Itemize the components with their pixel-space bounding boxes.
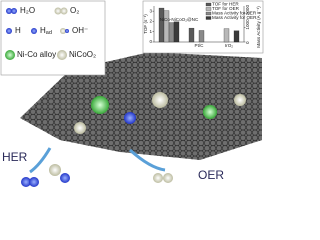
y2-tick-label: 1000 bbox=[245, 19, 250, 30]
bar bbox=[188, 27, 195, 43]
legend-label-sub: ad bbox=[46, 30, 52, 36]
legend-label: Mass Activity for OER bbox=[212, 15, 257, 20]
legend-swatch bbox=[205, 16, 212, 20]
bar bbox=[173, 21, 180, 43]
graphene-sheet bbox=[20, 52, 262, 187]
legend-label: Ni-Co alloy bbox=[17, 50, 56, 59]
legend-label: H₂O bbox=[20, 6, 35, 15]
bar bbox=[168, 22, 175, 43]
bar-chart-inset: 0 1 2 3 0 1000 2000 TOF (s⁻¹) Mass Activity (A g… bbox=[142, 0, 264, 54]
y-tick-label: 1 bbox=[149, 29, 152, 34]
bar bbox=[163, 10, 170, 43]
y2-axis-label: Mass Activity (A g⁻¹) bbox=[256, 6, 261, 48]
bar bbox=[198, 30, 205, 43]
bar bbox=[233, 30, 240, 43]
y-tick-label: 2 bbox=[149, 19, 152, 24]
her-label: HER bbox=[2, 150, 28, 164]
legend-label: TOF for HER bbox=[212, 2, 239, 7]
graphical-abstract: H₂O O₂ H Had OH⁻ Ni-Co alloy NiCoO₂ HER … bbox=[0, 0, 264, 187]
oer-label: OER bbox=[198, 168, 224, 182]
legend-label-main: H bbox=[40, 26, 46, 35]
legend-box: H₂O O₂ H Had OH⁻ Ni-Co alloy NiCoO₂ bbox=[0, 0, 106, 76]
legend-label: Had bbox=[40, 26, 52, 36]
x-tick-label: IrO₂ bbox=[225, 43, 233, 48]
bar bbox=[158, 7, 165, 43]
legend-swatch bbox=[205, 11, 212, 16]
legend-label: NiCoO₂ bbox=[69, 50, 96, 59]
legend-label: H bbox=[15, 26, 21, 35]
legend-label: TOF for OER bbox=[212, 6, 240, 11]
legend-label: OH⁻ bbox=[72, 26, 88, 35]
y2-tick-label: 2000 bbox=[245, 5, 250, 16]
legend-swatch bbox=[205, 2, 212, 7]
y2-tick-label: 0 bbox=[245, 41, 250, 44]
y-tick-label: 0 bbox=[149, 39, 152, 44]
x-tick-label: Pt/C bbox=[195, 43, 205, 48]
x-tick-label: NiCo-NiCoO₂@NC bbox=[160, 17, 199, 22]
bar bbox=[223, 28, 230, 43]
y-tick-label: 3 bbox=[149, 8, 152, 13]
legend-swatch bbox=[205, 7, 212, 11]
legend-label: O₂ bbox=[70, 6, 79, 15]
legend-label: Mass Activity for HER bbox=[212, 11, 257, 16]
y-axis-label: TOF (s⁻¹) bbox=[143, 14, 148, 34]
